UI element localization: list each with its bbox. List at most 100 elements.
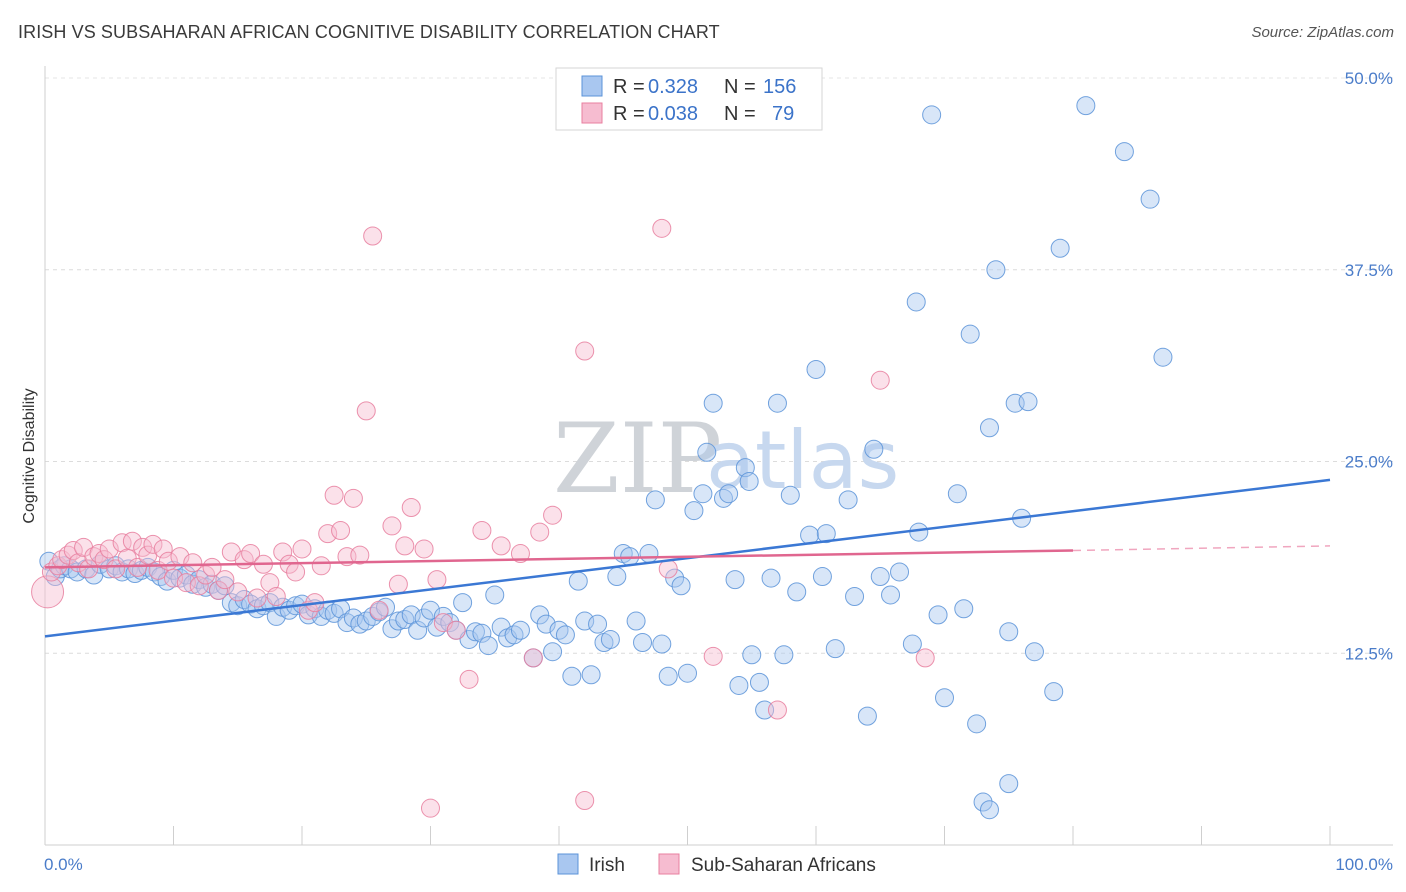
point-irish-75 [530, 605, 550, 625]
point-irish-114 [774, 645, 794, 665]
y-tick-labels: 12.5% 25.0% 37.5% 50.0% [1345, 69, 1393, 663]
point-ssa-24 [164, 568, 183, 588]
point-irish-124 [857, 706, 877, 726]
point-irish-123 [845, 586, 865, 606]
y-tick-label-1: 25.0% [1345, 453, 1393, 472]
point-irish-109 [742, 645, 762, 665]
y-tick-label-0: 12.5% [1345, 644, 1393, 663]
point-ssa-62 [427, 570, 447, 590]
point-ssa-12 [99, 539, 119, 559]
point-irish-101 [693, 484, 713, 504]
point-irish-145 [1024, 642, 1044, 662]
point-ssa-74 [658, 559, 678, 579]
point-irish-98 [678, 663, 697, 683]
series-irish-points [39, 96, 1173, 820]
point-irish-129 [902, 634, 922, 654]
point-ssa-69 [523, 648, 543, 668]
point-ssa-14 [112, 533, 132, 553]
legend-n-label-irish: N = [724, 76, 756, 98]
point-ssa-47 [311, 556, 331, 576]
point-irish-144 [1018, 392, 1038, 412]
point-irish-140 [986, 260, 1006, 280]
point-ssa-16 [122, 531, 142, 551]
point-ssa-41 [273, 542, 293, 562]
point-ssa-26 [176, 573, 196, 593]
point-irish-133 [928, 605, 948, 625]
point-irish-99 [684, 501, 704, 521]
legend-n-value-ssa: 79 [772, 103, 794, 125]
stats-legend: R = 0.328 N = 156 R = 0.038 N = 79 [555, 67, 823, 131]
point-ssa-55 [363, 226, 383, 246]
point-irish-146 [1044, 682, 1064, 702]
point-ssa-8 [79, 559, 99, 579]
series-ssa-points [31, 218, 935, 818]
point-irish-97 [671, 576, 691, 596]
point-ssa-11 [94, 550, 114, 570]
point-ssa-34 [228, 582, 248, 602]
point-irish-122 [838, 490, 858, 510]
point-irish-136 [954, 599, 974, 619]
point-irish-102 [703, 393, 723, 413]
bottom-legend-label-irish: Irish [589, 855, 625, 876]
series-legend: Irish Sub-Saharan Africans [557, 853, 876, 876]
point-irish-67 [472, 623, 492, 643]
point-irish-54 [388, 611, 408, 631]
point-irish-104 [719, 484, 739, 504]
point-irish-120 [816, 524, 836, 544]
point-ssa-58 [388, 574, 408, 594]
point-irish-66 [465, 622, 485, 642]
point-irish-76 [536, 614, 556, 634]
point-ssa-70 [530, 522, 550, 542]
watermark-atlas: atlas [706, 414, 899, 507]
point-ssa-65 [459, 669, 479, 689]
point-irish-81 [568, 571, 588, 591]
bottom-legend-swatch-ssa [658, 853, 680, 875]
chart-title: IRISH VS SUBSAHARAN AFRICAN COGNITIVE DI… [18, 22, 720, 42]
source-label: Source: ZipAtlas.com [1251, 24, 1394, 41]
point-irish-93 [645, 490, 665, 510]
point-ssa-43 [286, 562, 306, 582]
trend-line-ssa [44, 549, 1074, 569]
x-tick-label-max: 100.0% [1335, 855, 1393, 874]
point-ssa-32 [215, 570, 235, 590]
point-irish-141 [999, 622, 1019, 642]
point-irish-132 [922, 105, 942, 125]
point-irish-121 [825, 639, 845, 659]
legend-swatch-ssa [581, 102, 603, 124]
point-ssa-67 [491, 536, 511, 556]
point-irish-59 [421, 600, 440, 620]
point-irish-106 [729, 675, 749, 695]
point-irish-82 [575, 611, 595, 631]
point-ssa-76 [767, 700, 787, 720]
point-irish-69 [485, 585, 505, 605]
point-ssa-48 [318, 524, 338, 544]
point-ssa-40 [266, 586, 286, 606]
point-irish-137 [960, 324, 980, 344]
point-ssa-22 [153, 539, 173, 559]
bottom-legend-label-ssa: Sub-Saharan Africans [691, 855, 876, 876]
point-irish-79 [555, 625, 575, 645]
point-ssa-53 [350, 545, 370, 565]
point-irish-64 [453, 593, 473, 613]
point-irish-119 [812, 567, 832, 587]
legend-r-label-ssa: R = [613, 103, 645, 125]
axes [44, 66, 1393, 846]
point-irish-57 [408, 620, 428, 640]
point-irish-112 [761, 568, 781, 588]
point-irish-149 [1114, 142, 1134, 162]
x-tick-label-min: 0.0% [44, 855, 83, 874]
point-irish-128 [890, 562, 910, 582]
point-irish-108 [739, 471, 759, 491]
point-irish-152 [973, 792, 993, 812]
point-irish-105 [725, 570, 745, 590]
point-irish-116 [787, 582, 807, 602]
point-irish-130 [906, 292, 926, 312]
point-irish-87 [607, 567, 627, 587]
trend-line-ssa-extension [1072, 545, 1331, 552]
point-irish-115 [780, 485, 800, 505]
point-irish-62 [440, 613, 460, 633]
legend-n-label-ssa: N = [724, 103, 756, 125]
y-axis-label: Cognitive Disability [21, 388, 38, 523]
point-irish-150 [1140, 189, 1160, 209]
point-ssa-27 [183, 553, 203, 573]
